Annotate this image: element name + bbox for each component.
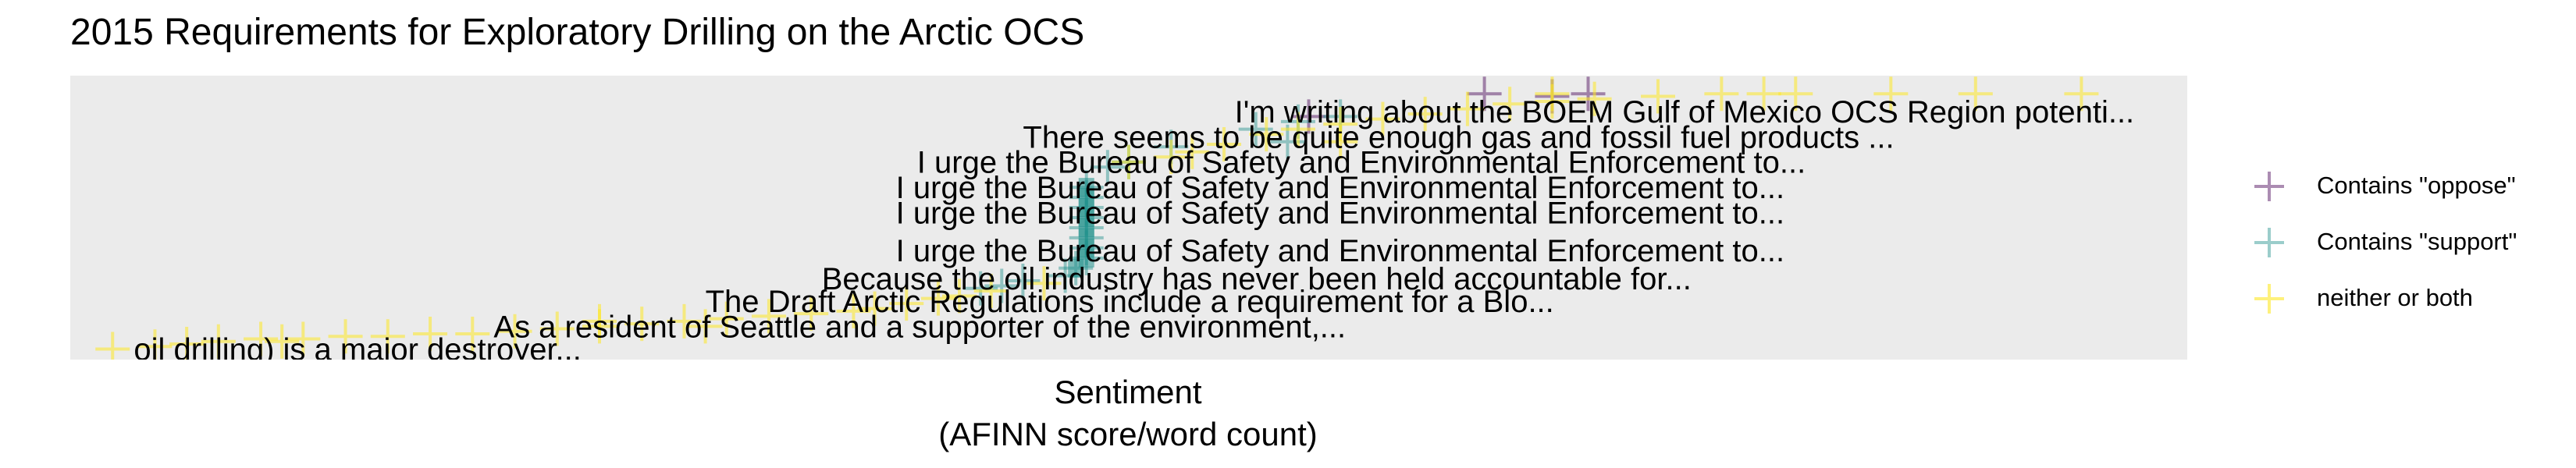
points-layer <box>95 76 2099 360</box>
point-neither <box>328 319 363 354</box>
annotation-label: I urge the Bureau of Safety and Environm… <box>896 197 1784 231</box>
annotation-label: Because the oil industry has never been … <box>822 262 1692 296</box>
point-neither <box>1026 266 1062 301</box>
annotation-label: There seems to be quite enough gas and f… <box>1023 120 1894 154</box>
legend-key-neither <box>2254 284 2284 314</box>
legend-key-oppose <box>2254 172 2284 201</box>
point-neither <box>1154 140 1189 175</box>
point-neither <box>920 281 955 316</box>
point-neither <box>751 299 786 334</box>
point-neither <box>973 273 1009 308</box>
point-support-dense <box>1068 258 1084 278</box>
point-oppose <box>1467 76 1502 112</box>
annotation-label: oil drilling) is a major destroyer... <box>133 332 582 367</box>
annotation-label: I urge the Bureau of Safety and Environm… <box>896 171 1784 205</box>
point-neither <box>370 319 405 354</box>
point-neither <box>1778 76 1813 112</box>
point-neither <box>95 332 130 360</box>
annotation-label: I urge the Bureau of Safety and Environm… <box>917 146 1806 180</box>
point-neither <box>2064 76 2099 112</box>
point-neither <box>1323 124 1358 159</box>
legend-label-oppose: Contains "oppose" <box>2317 172 2516 199</box>
point-neither <box>1958 76 1993 112</box>
point-neither <box>539 311 575 346</box>
point-neither <box>794 296 829 332</box>
legend-label-neither: neither or both <box>2317 284 2473 311</box>
annotation-label: I'm writing about the BOEM Gulf of Mexic… <box>1235 95 2135 129</box>
point-neither <box>244 321 279 356</box>
point-neither <box>201 324 236 359</box>
x-axis-label: Sentiment (AFINN score/word count) <box>906 371 1350 456</box>
point-neither <box>667 303 702 339</box>
point-neither <box>1450 91 1485 126</box>
point-neither <box>1407 97 1443 132</box>
point-neither <box>1493 87 1528 122</box>
point-neither <box>709 301 744 336</box>
point-support <box>1090 150 1125 185</box>
point-neither <box>1873 76 1909 112</box>
point-neither <box>455 317 490 352</box>
point-neither <box>1746 76 1781 112</box>
x-axis-label-line1: Sentiment <box>1054 374 1202 410</box>
chart-title: 2015 Requirements for Exploratory Drilli… <box>70 12 1085 53</box>
support-band <box>1068 178 1094 278</box>
point-neither <box>836 293 871 328</box>
annotation-label: I urge the Bureau of Safety and Environm… <box>896 234 1784 268</box>
point-neither <box>688 309 723 344</box>
x-axis-label-line2: (AFINN score/word count) <box>938 416 1318 452</box>
point-neither <box>169 327 205 360</box>
point-neither <box>1577 81 1612 116</box>
point-neither <box>497 314 532 349</box>
point-oppose <box>1571 76 1606 112</box>
plot-panel <box>70 76 2187 360</box>
point-neither <box>1535 76 1570 112</box>
point-neither <box>1365 101 1400 136</box>
point-neither <box>1175 134 1210 169</box>
point-neither <box>889 286 924 321</box>
point-neither <box>582 303 617 339</box>
point-neither <box>1112 144 1146 179</box>
point-neither <box>286 321 321 356</box>
point-neither <box>1280 112 1315 147</box>
point-neither <box>413 317 448 352</box>
annotation-label: As a resident of Seattle and a supporter… <box>493 310 1346 344</box>
legend-key-support <box>2254 228 2284 257</box>
point-neither <box>1704 76 1739 112</box>
point-neither <box>265 324 300 359</box>
point-neither <box>857 291 892 326</box>
point-neither <box>137 329 173 360</box>
point-neither <box>1207 127 1242 162</box>
point-neither <box>1249 117 1284 152</box>
annotation-layer: I'm writing about the BOEM Gulf of Mexic… <box>133 95 2135 367</box>
annotation-label: The Draft Arctic Regulations include a r… <box>706 285 1554 319</box>
point-neither <box>942 278 977 314</box>
point-neither <box>624 307 660 342</box>
point-support <box>1005 264 1041 298</box>
legend-label-support: Contains "support" <box>2317 228 2517 255</box>
point-neither <box>1641 79 1675 114</box>
